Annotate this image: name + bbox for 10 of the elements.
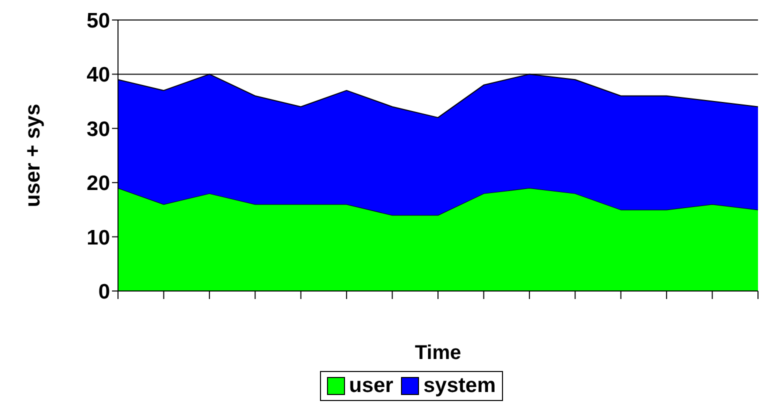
y-tick-label: 0 bbox=[98, 280, 110, 304]
legend-label: system bbox=[422, 374, 496, 398]
y-tick-label: 40 bbox=[86, 64, 110, 87]
y-tick-label: 50 bbox=[86, 9, 110, 32]
x-axis-title: Time bbox=[414, 342, 462, 364]
y-axis-title: user + sys bbox=[21, 104, 44, 208]
y-tick-label: 30 bbox=[86, 118, 110, 141]
y-tick-label: 10 bbox=[86, 226, 110, 250]
y-tick-label: 20 bbox=[86, 172, 110, 196]
legend-label: user bbox=[348, 374, 394, 398]
